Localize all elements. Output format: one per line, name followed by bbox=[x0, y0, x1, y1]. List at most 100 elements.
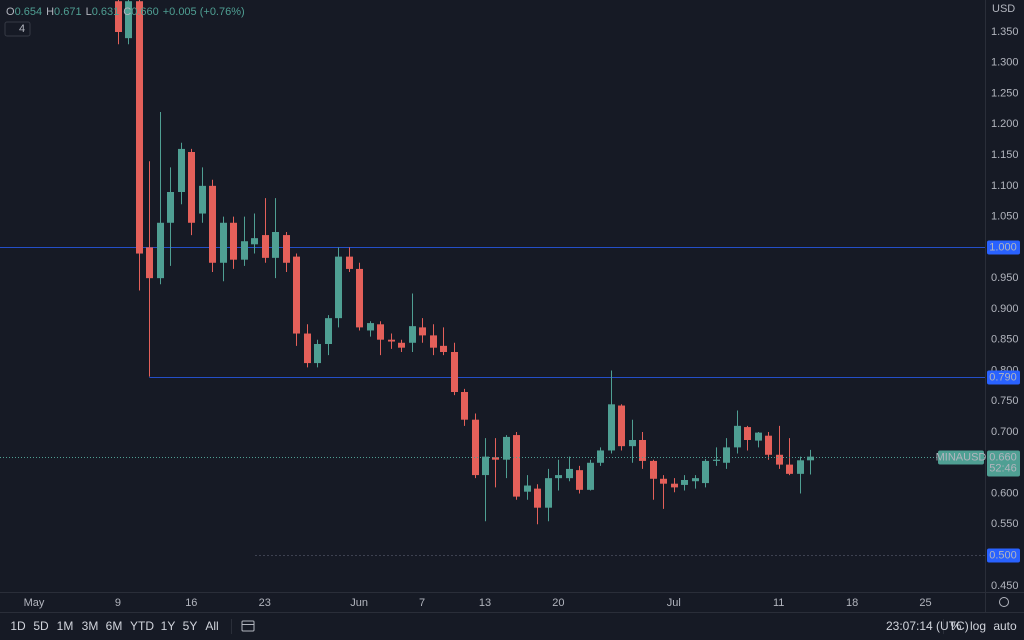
candle-body bbox=[744, 427, 751, 440]
range-button[interactable]: 1M bbox=[57, 619, 74, 633]
candle-body bbox=[178, 148, 185, 192]
price-label-bg bbox=[987, 548, 1020, 563]
legend-key: O bbox=[6, 6, 15, 18]
scale-option[interactable]: auto bbox=[993, 619, 1017, 633]
x-tick-label: 18 bbox=[846, 597, 858, 609]
range-button[interactable]: 5D bbox=[33, 619, 49, 633]
candle-body bbox=[367, 323, 374, 331]
x-tick-label: 7 bbox=[419, 597, 425, 609]
candle-body bbox=[451, 352, 458, 392]
candle-body bbox=[587, 462, 594, 490]
clock: 23:07:14 (UTC) bbox=[886, 619, 969, 633]
range-button[interactable]: YTD bbox=[130, 619, 154, 633]
legend-value: 0.631 bbox=[92, 6, 120, 18]
candle-body bbox=[492, 457, 499, 460]
candle-body bbox=[650, 460, 657, 479]
candle-body bbox=[304, 333, 311, 364]
legend-change: +0.005 (+0.76%) bbox=[163, 6, 245, 18]
candle-body bbox=[482, 456, 489, 476]
x-tick-label: Jun bbox=[350, 597, 368, 609]
x-tick-label: 11 bbox=[773, 597, 784, 609]
x-tick-label: 25 bbox=[919, 597, 931, 609]
x-tick-label: May bbox=[24, 597, 45, 609]
indicator-count[interactable]: 4 bbox=[19, 23, 25, 35]
range-button[interactable]: 3M bbox=[82, 619, 99, 633]
range-button[interactable]: 1D bbox=[10, 619, 26, 633]
candle-body bbox=[440, 345, 447, 352]
legend-key: H bbox=[46, 6, 54, 18]
candle-body bbox=[115, 1, 122, 32]
candle-body bbox=[639, 440, 646, 461]
x-tick-label: 20 bbox=[552, 597, 564, 609]
candle-body bbox=[681, 480, 688, 485]
candle-body bbox=[293, 256, 300, 334]
plot-area bbox=[0, 0, 985, 556]
y-tick-label: 0.700 bbox=[991, 426, 1019, 438]
y-tick-label: 1.150 bbox=[991, 149, 1019, 161]
x-tick-label: Jul bbox=[667, 597, 681, 609]
overlay: 0.4500.5000.5500.6000.6500.7000.7500.800… bbox=[4, 3, 1020, 609]
candle-body bbox=[283, 235, 290, 263]
candle-body bbox=[146, 247, 153, 279]
scale-option[interactable]: log bbox=[970, 619, 986, 633]
candle-body bbox=[503, 436, 510, 460]
candle-body bbox=[513, 435, 520, 497]
indicator-toggle-bg[interactable] bbox=[4, 21, 31, 37]
candle-body bbox=[671, 483, 678, 488]
candle-body bbox=[776, 454, 783, 465]
candle-body bbox=[576, 470, 583, 490]
candle-body bbox=[388, 339, 395, 342]
candle-body bbox=[251, 238, 258, 245]
calendar-icon[interactable] bbox=[241, 620, 255, 632]
candle-body bbox=[692, 478, 699, 482]
y-tick-label: 0.450 bbox=[991, 580, 1019, 592]
candle-body bbox=[220, 222, 227, 263]
candle-body bbox=[157, 222, 164, 279]
candle-body bbox=[230, 222, 237, 260]
candle-body bbox=[314, 344, 321, 364]
legend-key: L bbox=[86, 6, 92, 18]
ohlc-legend: O0.654 H0.671 L0.631 C0.660 +0.005 (+0.76%) bbox=[6, 6, 245, 18]
last-price-label-bg bbox=[987, 450, 1020, 477]
x-tick-label: 13 bbox=[479, 597, 491, 609]
candle-body bbox=[629, 440, 636, 447]
range-button[interactable]: 1Y bbox=[161, 619, 176, 633]
x-tick-label: 9 bbox=[115, 597, 121, 609]
currency-label[interactable]: USD bbox=[992, 3, 1015, 15]
y-tick-label: 0.900 bbox=[991, 303, 1019, 315]
scale-option[interactable]: % bbox=[951, 619, 962, 633]
candle-body bbox=[807, 456, 814, 461]
range-button[interactable]: All bbox=[205, 619, 218, 633]
candle-body bbox=[524, 485, 531, 492]
price-label: 0.790 bbox=[989, 371, 1017, 383]
y-tick-label: 0.750 bbox=[991, 395, 1019, 407]
y-tick-label: 0.550 bbox=[991, 518, 1019, 530]
range-button[interactable]: 6M bbox=[106, 619, 123, 633]
settings-icon[interactable] bbox=[999, 597, 1009, 607]
candle-body bbox=[419, 327, 426, 336]
countdown-label: 52:46 bbox=[989, 462, 1017, 474]
candle-body bbox=[786, 464, 793, 474]
candle-body bbox=[534, 488, 541, 508]
y-tick-label: 1.300 bbox=[991, 57, 1019, 69]
candle-body bbox=[713, 459, 720, 461]
candle-body bbox=[167, 192, 174, 223]
candle-body bbox=[335, 256, 342, 319]
candle-body bbox=[797, 460, 804, 474]
candle-body bbox=[262, 235, 269, 258]
candle-body bbox=[597, 450, 604, 463]
candle-body bbox=[356, 268, 363, 328]
legend-value: 0.660 bbox=[131, 6, 159, 18]
candle-body bbox=[346, 256, 353, 269]
legend-value: 0.671 bbox=[54, 6, 82, 18]
candle-body bbox=[136, 1, 143, 254]
candle-body bbox=[555, 475, 562, 479]
symbol-label: MINAUSD bbox=[936, 451, 987, 463]
legend-value: 0.654 bbox=[15, 6, 43, 18]
y-tick-label: 1.100 bbox=[991, 180, 1019, 192]
range-button[interactable]: 5Y bbox=[183, 619, 198, 633]
last-price-label: 0.660 bbox=[989, 451, 1017, 463]
